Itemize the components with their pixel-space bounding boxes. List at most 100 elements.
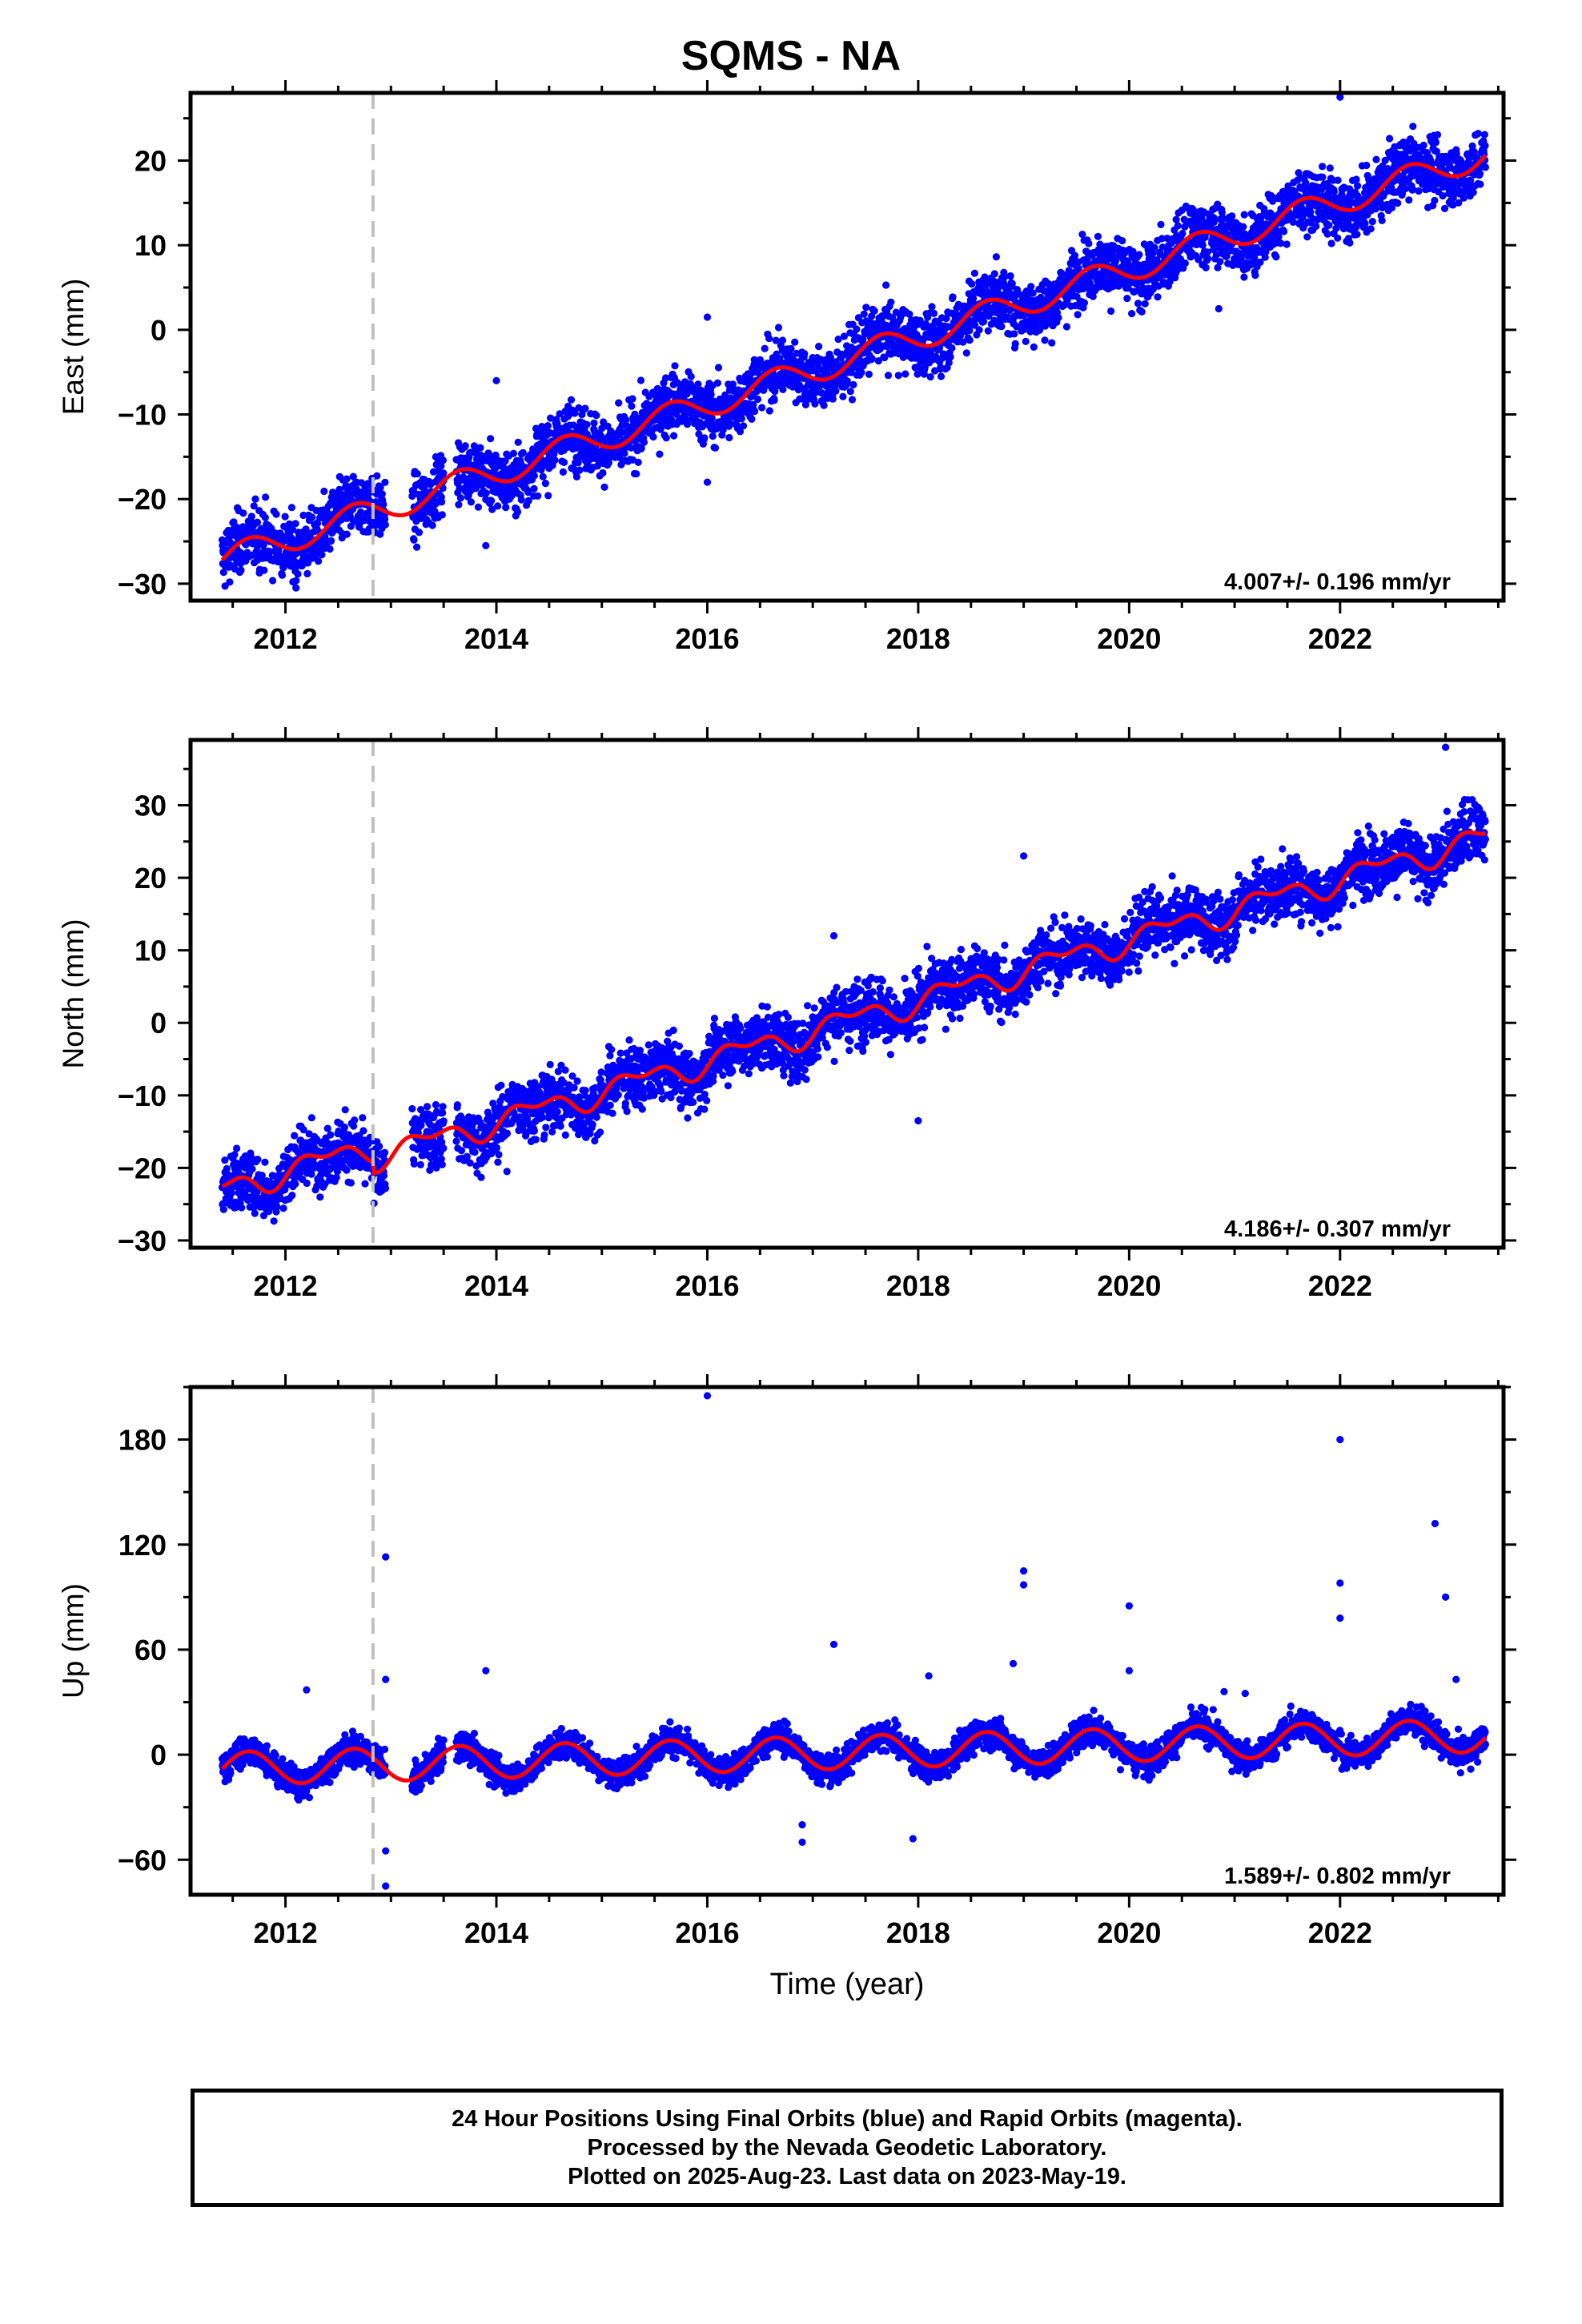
data-point [270,1217,278,1225]
data-point [269,577,277,585]
data-point [1481,163,1489,171]
data-point [219,1205,227,1213]
data-point [1240,211,1248,219]
data-point [524,497,532,505]
data-point [622,416,630,424]
data-point [408,492,416,501]
data-point [787,344,795,352]
data-point [302,525,310,533]
data-point [640,438,648,446]
data-point [1272,253,1280,261]
data-point [1354,182,1362,190]
data-point [793,349,801,357]
data-point [1135,251,1143,259]
data-point [894,372,902,380]
data-point [482,489,490,497]
data-point [649,432,657,441]
data-point [1363,161,1371,170]
data-point [361,1180,369,1188]
data-point [488,505,496,513]
data-point [815,343,823,351]
data-point [1251,271,1259,279]
data-point [719,426,727,434]
data-point [502,504,510,512]
data-point [1141,300,1149,308]
data-point [901,370,909,378]
data-point [868,355,876,363]
panel-north: 2012 2014 2016 2018 2020 2022−30−20−100102030… [57,727,1516,1302]
data-point [559,468,568,476]
data-point [778,336,787,344]
data-point [698,423,706,431]
data-point [598,424,606,432]
y-tick-label: −10 [118,399,167,432]
data-point [801,400,810,408]
data-point [357,508,365,517]
data-point [291,520,299,528]
data-point [1202,263,1210,271]
data-point [826,353,834,361]
data-point [627,444,635,452]
data-point [1008,279,1016,287]
data-point [1210,218,1218,226]
data-point [1419,141,1427,150]
data-point [926,373,934,381]
data-point [326,545,334,553]
data-point [656,450,664,458]
data-point [937,372,946,380]
data-point [843,377,851,385]
data-point [882,281,890,289]
data-point [323,1124,331,1132]
outlier-point [703,313,712,321]
data-point [1481,142,1489,150]
data-point [583,420,591,428]
data-point [765,335,773,343]
data-point [1154,293,1162,301]
data-point [501,457,509,465]
data-point [519,448,527,456]
data-point [1289,218,1297,226]
data-point [1239,223,1247,231]
data-point [1030,343,1038,351]
data-point [285,520,294,528]
data-point [279,1204,287,1212]
data-point [853,325,861,333]
data-point [253,518,262,526]
data-point [1010,330,1018,338]
data-point [1326,164,1334,172]
data-point [600,483,608,491]
data-point [288,1192,296,1200]
data-point [272,510,280,518]
data-point [1323,230,1331,238]
data-point [373,472,381,480]
data-point [1011,340,1019,348]
data-point [233,1144,241,1152]
data-point [281,513,289,521]
data-point [1431,139,1439,147]
data-point [416,1160,424,1168]
data-point [382,1184,390,1192]
data-point [881,353,889,362]
data-point [1283,240,1291,248]
data-point [1431,196,1439,204]
data-point [671,362,679,370]
data-point [494,502,502,510]
data-point [962,349,970,357]
data-point [299,511,307,520]
data-point [291,1180,299,1188]
data-point [509,449,518,457]
data-point [946,353,954,361]
data-point [729,380,737,388]
x-tick-label: 2012 [254,622,318,655]
data-point [779,385,787,393]
data-point [1361,219,1369,227]
data-point [771,388,779,396]
x-tick-label: 2016 [675,622,739,655]
data-point [687,372,695,380]
data-point [1319,163,1327,171]
data-point [753,395,762,404]
data-point [238,1204,246,1212]
data-point [1085,239,1093,247]
data-point [1319,173,1327,181]
data-point [701,434,709,442]
